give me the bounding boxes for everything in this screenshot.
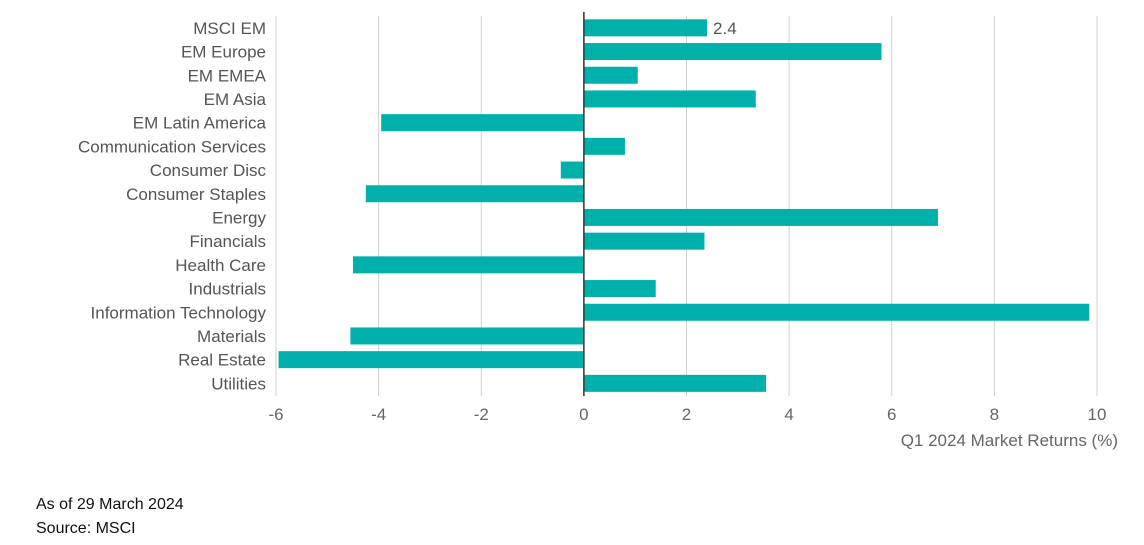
bars	[278, 19, 1090, 392]
x-axis-title: Q1 2024 Market Returns (%)	[901, 431, 1118, 450]
category-label: MSCI EM	[193, 19, 266, 38]
category-labels: MSCI EM EM Europe EM EMEA EM Asia EM Latin A…	[78, 19, 267, 394]
x-tick-label: -6	[268, 405, 283, 424]
bar	[583, 232, 705, 250]
category-label: EM Europe	[181, 43, 266, 62]
data-label: 2.4	[713, 19, 737, 38]
x-tick-labels: -6 -4 -2 0 2 4 6 8 10	[268, 405, 1106, 424]
x-tick-label: 10	[1088, 405, 1107, 424]
category-label: Consumer Staples	[126, 185, 266, 204]
category-label: Utilities	[211, 374, 266, 393]
x-tick-label: 4	[784, 405, 793, 424]
category-label: Industrials	[189, 280, 266, 299]
category-label: Consumer Disc	[150, 161, 267, 180]
x-tick-label: 8	[990, 405, 999, 424]
bar	[352, 256, 584, 274]
x-tick-label: -2	[474, 405, 489, 424]
bar	[583, 208, 938, 226]
x-tick-label: 2	[682, 405, 691, 424]
data-labels: 2.4	[713, 19, 737, 38]
category-label: Health Care	[175, 256, 266, 275]
category-label: Materials	[197, 327, 266, 346]
category-label: EM EMEA	[188, 66, 267, 85]
bar	[583, 19, 708, 37]
bar	[583, 374, 767, 392]
bar	[583, 303, 1090, 321]
category-label: Communication Services	[78, 137, 266, 156]
as-of-note: As of 29 March 2024	[36, 496, 184, 513]
gridlines	[275, 16, 1098, 396]
x-tick-label: -4	[371, 405, 386, 424]
category-label: EM Latin America	[133, 114, 267, 133]
source-note: Source: MSCI	[36, 520, 136, 537]
category-label: Energy	[212, 208, 266, 227]
category-label: Real Estate	[178, 351, 266, 370]
category-label: Financials	[189, 232, 266, 251]
bar	[583, 43, 882, 61]
bar	[381, 114, 584, 132]
bar	[350, 327, 584, 345]
bar	[278, 351, 584, 369]
bar	[560, 161, 584, 179]
x-tick-label: 0	[579, 405, 588, 424]
bar	[365, 185, 584, 203]
bar	[583, 280, 656, 298]
bar-chart: MSCI EM EM Europe EM EMEA EM Asia EM Latin A…	[78, 12, 1118, 450]
category-label: Information Technology	[91, 303, 267, 322]
bar	[583, 137, 625, 155]
bar	[583, 66, 638, 84]
bar	[583, 90, 756, 108]
x-tick-label: 6	[887, 405, 896, 424]
category-label: EM Asia	[204, 90, 267, 109]
